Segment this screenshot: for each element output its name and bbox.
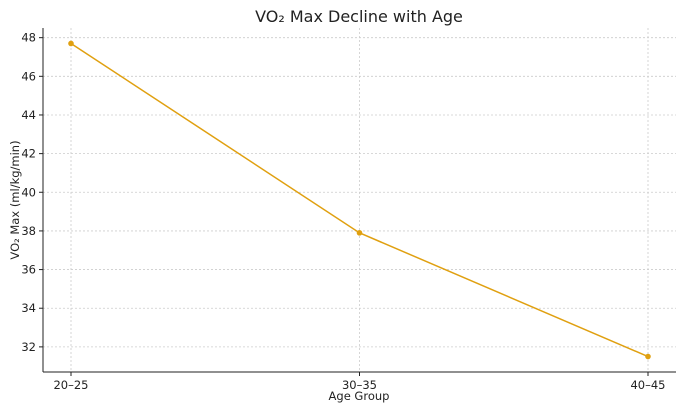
y-tick-label: 48	[21, 31, 36, 45]
data-point	[356, 230, 363, 236]
y-tick-label: 34	[21, 301, 36, 315]
series-layer	[68, 40, 651, 360]
data-point	[68, 40, 74, 47]
y-tick-label: 46	[21, 69, 36, 83]
axes: 32 34 36 38 40 42 44 46 48 20–25 30–35 40–45	[21, 28, 676, 392]
y-tick-label: 36	[21, 263, 36, 277]
x-tick-label: 30–35	[342, 378, 377, 392]
y-tick-label: 38	[21, 224, 36, 238]
y-tick-label: 44	[21, 108, 36, 122]
y-tick-label: 32	[21, 340, 36, 354]
x-tick-label: 20–25	[53, 378, 88, 392]
y-tick-label: 40	[21, 185, 36, 199]
y-tick-label: 42	[21, 147, 36, 161]
x-axis-label: Age Group	[329, 389, 390, 403]
grid	[43, 28, 676, 372]
data-point	[645, 353, 651, 360]
chart-title: VO₂ Max Decline with Age	[255, 7, 463, 26]
y-axis-label: VO₂ Max (ml/kg/min)	[8, 140, 22, 259]
x-tick-label: 40–45	[630, 378, 665, 392]
